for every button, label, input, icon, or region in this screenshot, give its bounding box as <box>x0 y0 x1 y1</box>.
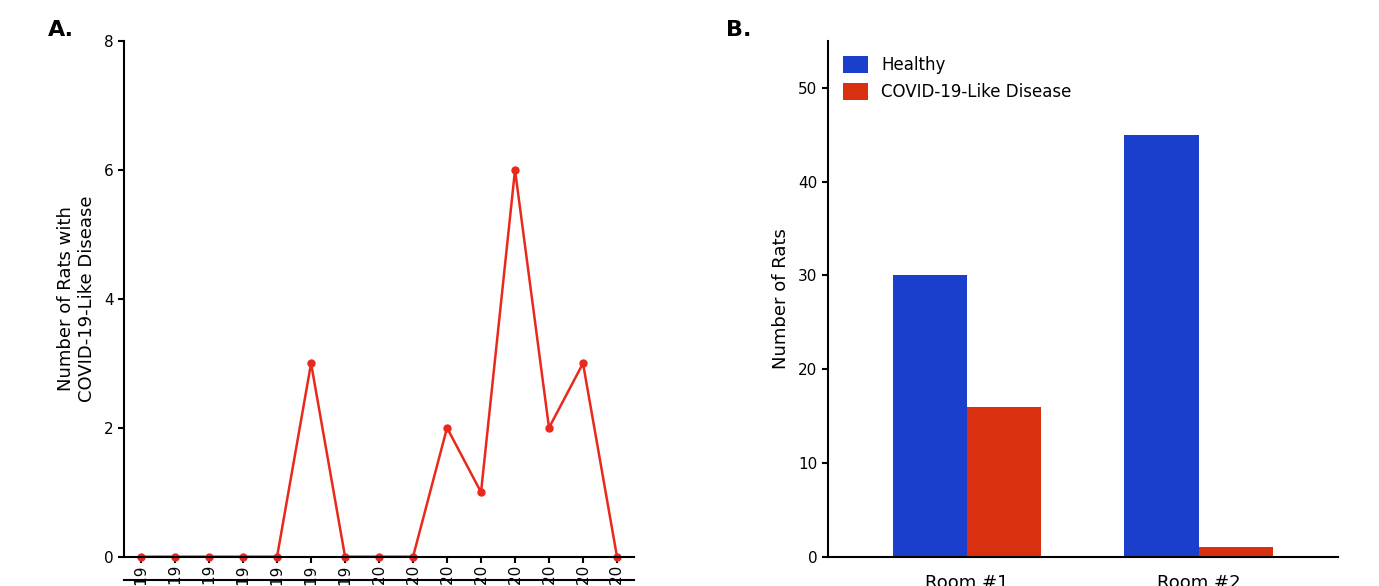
Legend: Healthy, COVID-19-Like Disease: Healthy, COVID-19-Like Disease <box>836 49 1078 107</box>
Y-axis label: Number of Rats: Number of Rats <box>772 229 790 369</box>
Text: B.: B. <box>725 21 752 40</box>
Bar <box>967 407 1041 557</box>
Y-axis label: Number of Rats with
COVID-19-Like Disease: Number of Rats with COVID-19-Like Diseas… <box>57 196 95 402</box>
Bar <box>1198 547 1273 557</box>
Text: Room #2: Room #2 <box>1157 574 1240 586</box>
Text: Room #1: Room #1 <box>925 574 1008 586</box>
Bar <box>892 275 967 557</box>
Text: A.: A. <box>48 21 73 40</box>
Bar <box>1124 135 1198 557</box>
